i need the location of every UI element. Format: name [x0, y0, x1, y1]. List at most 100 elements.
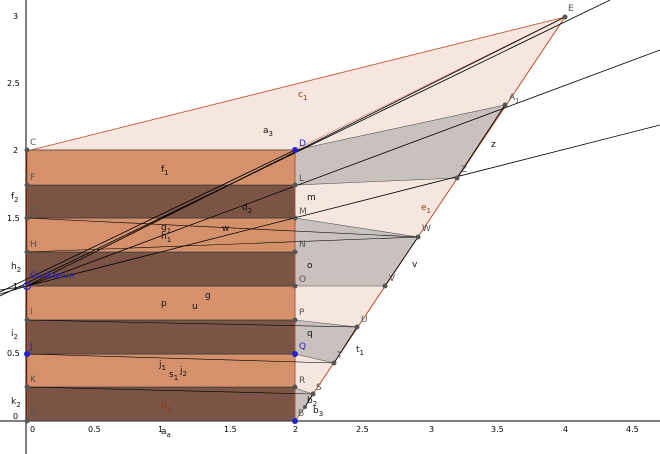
label-w: w	[222, 224, 229, 234]
ray-left-2	[0, 285, 28, 295]
ray-to-Z	[26, 124, 660, 287]
label-G: G	[30, 206, 37, 216]
label-a-bottom: aa	[161, 427, 171, 439]
y-tick-4: 2	[13, 146, 18, 155]
point-E[interactable]	[562, 14, 568, 20]
point-extra[interactable]	[303, 405, 307, 409]
point-Q[interactable]	[292, 351, 298, 357]
ray-sec	[0, 149, 296, 293]
point-A1[interactable]	[502, 102, 508, 108]
edge-b3	[304, 393, 314, 408]
x-tick-3: 1.5	[224, 425, 237, 434]
object-labels: c1 a3 f1 d2 g1 h1 w g u p m o q z v e1 t…	[11, 90, 496, 439]
label-E: E	[568, 4, 574, 14]
edge-t1	[333, 326, 358, 364]
label-S: S	[316, 383, 322, 393]
point-C[interactable]	[24, 147, 30, 153]
point-K[interactable]	[24, 384, 30, 390]
point-H[interactable]	[24, 249, 30, 255]
label-g1: g1	[161, 223, 171, 235]
edge-z	[456, 104, 506, 179]
x-tick-labels: 0 0.5 1 1.5 2 2.5 3 3.5 4 4.5	[30, 425, 639, 434]
y-tick-labels: 0 0.5 1 1.5 2 2.5 3	[7, 12, 20, 421]
point-W[interactable]	[415, 234, 421, 240]
label-j1: j1	[158, 360, 166, 372]
point-U[interactable]	[354, 324, 360, 330]
label-Z: Z	[461, 165, 467, 175]
label-P: P	[299, 308, 305, 318]
label-f2: f2	[11, 192, 19, 204]
point-T[interactable]	[331, 360, 337, 366]
label-d2: d2	[242, 203, 252, 215]
label-K: K	[30, 375, 37, 385]
band-3	[26, 319, 296, 355]
x-tick-0: 0	[30, 425, 35, 434]
label-b3: b3	[313, 406, 323, 418]
edge-v	[384, 236, 419, 287]
label-a3: a3	[263, 126, 273, 138]
x-tick-5: 2.5	[356, 425, 369, 434]
label-v: v	[412, 260, 418, 270]
x-tick-1: 0.5	[88, 425, 101, 434]
label-t1: t1	[356, 345, 364, 357]
x-tick-7: 3.5	[491, 425, 504, 434]
point-J[interactable]	[24, 351, 30, 357]
y-tick-1: 0.5	[7, 349, 20, 358]
label-s1: s1	[169, 370, 178, 382]
point-L[interactable]	[292, 182, 298, 188]
label-F: F	[30, 173, 35, 183]
label-M: M	[299, 207, 307, 217]
band-4	[26, 285, 296, 321]
x-tick-9: 4.5	[626, 425, 639, 434]
label-f1: f1	[161, 165, 169, 177]
point-G[interactable]	[24, 215, 30, 221]
label-U: U	[361, 315, 368, 325]
point-O[interactable]	[292, 283, 298, 289]
point-D[interactable]	[292, 147, 298, 153]
label-O: O	[299, 275, 306, 285]
point-B[interactable]	[292, 418, 298, 424]
row-line-2	[26, 236, 419, 253]
point-labels: A B C D E F G H Gucksaun I J K L M N O P…	[29, 4, 574, 419]
point-R[interactable]	[292, 384, 298, 390]
label-z: z	[491, 140, 496, 150]
label-i2: i2	[11, 329, 18, 341]
label-I: I	[30, 307, 33, 317]
label-C: C	[30, 138, 36, 148]
y-tick-5: 2.5	[7, 79, 20, 88]
point-M[interactable]	[292, 215, 298, 221]
ray-top	[0, 0, 611, 297]
row-line-4	[26, 353, 335, 364]
label-A1: A1	[509, 93, 520, 105]
row-line-3	[26, 319, 358, 328]
point-origin[interactable]	[22, 281, 32, 291]
y-tick-0: 0	[13, 412, 18, 421]
row-line-5	[26, 386, 314, 395]
label-T: T	[336, 351, 343, 361]
points	[22, 14, 568, 424]
x-tick-6: 3	[429, 425, 434, 434]
band-8	[26, 149, 296, 186]
label-A: A	[30, 408, 37, 418]
label-o: o	[307, 261, 313, 271]
y-tick-3: 1.5	[7, 214, 20, 223]
label-g: g	[205, 291, 211, 301]
point-N[interactable]	[292, 249, 298, 255]
label-u: u	[192, 302, 198, 312]
label-p: p	[161, 299, 167, 309]
point-Z[interactable]	[454, 175, 460, 181]
band-7	[26, 184, 296, 219]
point-A[interactable]	[24, 418, 30, 424]
point-P[interactable]	[292, 317, 298, 323]
point-V[interactable]	[382, 283, 388, 289]
label-b1: b1	[161, 401, 171, 413]
band-2	[26, 353, 296, 388]
point-S[interactable]	[310, 391, 316, 397]
ray-left-1	[0, 285, 28, 291]
point-F[interactable]	[24, 182, 30, 188]
row-line-1	[26, 217, 419, 238]
label-V: V	[389, 274, 396, 284]
y-tick-6: 3	[13, 12, 18, 21]
point-I[interactable]	[24, 317, 30, 323]
